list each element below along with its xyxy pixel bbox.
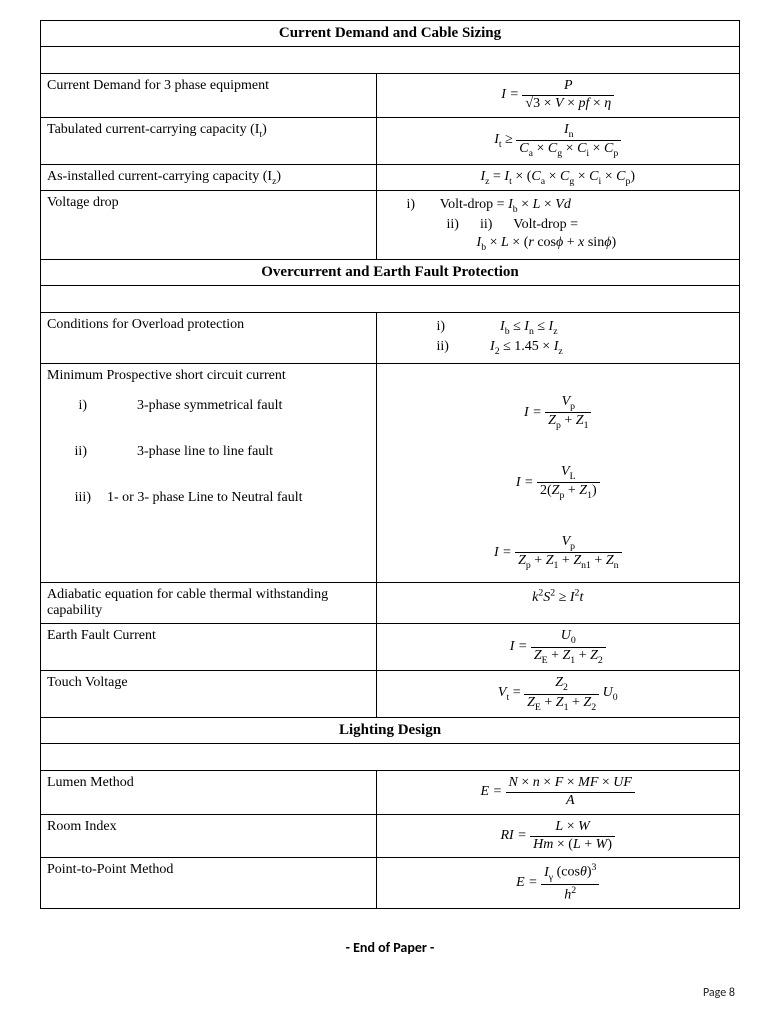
- numerator: VL: [537, 464, 600, 484]
- prefix2: ii): [480, 217, 510, 233]
- sub-label: 1- or 3- phase Line to Neutral fault: [101, 490, 307, 506]
- formula-lhs: I =: [494, 545, 512, 561]
- formula-lhs: RI =: [501, 828, 527, 844]
- fraction: In Ca × Cg × Ci × Cp: [516, 122, 621, 160]
- prefix: ii): [447, 217, 477, 233]
- denominator: Zp + Z1 + Zn1 + Zn: [515, 553, 621, 572]
- formula-tail: U0: [603, 685, 618, 703]
- fraction: P √3 × V × pf × η: [522, 78, 614, 113]
- formula-inline: Ib ≤ In ≤ Iz: [500, 319, 558, 334]
- formula-lhs: I =: [516, 475, 534, 491]
- row-label: Adiabatic equation for cable thermal wit…: [41, 582, 377, 623]
- fraction: Vp Zp + Z1: [545, 394, 591, 432]
- row-formula: i) Volt-drop = Ib × L × Vd ii) ii) Volt-…: [376, 191, 739, 260]
- denominator: ZE + Z1 + Z2: [524, 695, 599, 714]
- numerator: P: [522, 78, 614, 96]
- section-header-3: Lighting Design: [41, 718, 740, 744]
- page-number: Page 8: [40, 986, 740, 1000]
- blank-row: [41, 286, 740, 313]
- row-formula: RI = L × W Hm × (L + W): [376, 814, 739, 858]
- numerator: Vp: [545, 394, 591, 414]
- denominator: A: [506, 793, 635, 810]
- row-label: Conditions for Overload protection: [41, 313, 377, 364]
- fraction: Z2 ZE + Z1 + Z2: [524, 675, 599, 713]
- row-label-title: Minimum Prospective short circuit curren…: [47, 368, 370, 384]
- row-formula: k2S2 ≥ I2t: [376, 582, 739, 623]
- formula-lhs: I =: [501, 87, 519, 103]
- formula-lhs: E =: [516, 875, 538, 891]
- row-formula: I = U0 ZE + Z1 + Z2: [376, 623, 739, 670]
- row-formula: I = P √3 × V × pf × η: [376, 74, 739, 118]
- fraction: Iγ (cosθ)3 h2: [541, 862, 599, 904]
- end-of-paper: - End of Paper -: [40, 939, 740, 956]
- row-label: Minimum Prospective short circuit curren…: [41, 363, 377, 582]
- prefix: i): [407, 197, 437, 213]
- formula-inline: I2 ≤ 1.45 × Iz: [490, 339, 563, 354]
- formula-lhs: E =: [481, 784, 503, 800]
- denominator: 2(Zp + Z1): [537, 483, 600, 502]
- row-formula: Iz = It × (Ca × Cg × Ci × Cp): [376, 164, 739, 191]
- section-header-2: Overcurrent and Earth Fault Protection: [41, 260, 740, 286]
- row-label: Earth Fault Current: [41, 623, 377, 670]
- fraction: VL 2(Zp + Z1): [537, 464, 600, 502]
- sub-label: 3-phase line to line fault: [97, 444, 273, 460]
- prefix: ii): [437, 339, 487, 355]
- row-formula: Vt = Z2 ZE + Z1 + Z2 U0: [376, 671, 739, 718]
- row-label: Point-to-Point Method: [41, 858, 377, 909]
- numerator: Z2: [524, 675, 599, 695]
- fraction: L × W Hm × (L + W): [530, 819, 615, 854]
- formula-top: Volt-drop =: [513, 217, 578, 232]
- row-label: Tabulated current-carrying capacity (It): [41, 117, 377, 164]
- row-label: Voltage drop: [41, 191, 377, 260]
- section-header-1: Current Demand and Cable Sizing: [41, 21, 740, 47]
- denominator: Zp + Z1: [545, 413, 591, 432]
- formula-lhs: I =: [524, 405, 542, 421]
- row-label: Touch Voltage: [41, 671, 377, 718]
- denominator: Hm × (L + W): [530, 837, 615, 854]
- row-formula: I = Vp Zp + Z1 I = VL 2(Zp + Z1) I = Vp …: [376, 363, 739, 582]
- row-formula: E = N × n × F × MF × UF A: [376, 771, 739, 815]
- blank-row: [41, 47, 740, 74]
- denominator: ZE + Z1 + Z2: [531, 648, 606, 667]
- numerator: U0: [531, 628, 606, 648]
- sub-label: 3-phase symmetrical fault: [97, 398, 282, 414]
- fraction: U0 ZE + Z1 + Z2: [531, 628, 606, 666]
- row-label: As-installed current-carrying capacity (…: [41, 164, 377, 191]
- formula-inline: k2S2 ≥ I2t: [532, 590, 583, 605]
- prefix: i): [437, 319, 497, 335]
- fraction: N × n × F × MF × UF A: [506, 775, 635, 810]
- row-formula: It ≥ In Ca × Cg × Ci × Cp: [376, 117, 739, 164]
- numerator: L × W: [530, 819, 615, 837]
- formula-table: Current Demand and Cable Sizing Current …: [40, 20, 740, 909]
- denominator: h2: [541, 885, 599, 904]
- row-formula: i) Ib ≤ In ≤ Iz ii) I2 ≤ 1.45 × Iz: [376, 313, 739, 364]
- numerator: Iγ (cosθ)3: [541, 862, 599, 884]
- row-formula: E = Iγ (cosθ)3 h2: [376, 858, 739, 909]
- row-label: Current Demand for 3 phase equipment: [41, 74, 377, 118]
- formula-inline: Ib × L × (r cosϕ + x sinϕ): [477, 235, 617, 250]
- row-label: Room Index: [41, 814, 377, 858]
- denominator: Ca × Cg × Ci × Cp: [516, 141, 621, 160]
- fraction: Vp Zp + Z1 + Zn1 + Zn: [515, 534, 621, 572]
- numerator: Vp: [515, 534, 621, 554]
- formula-lhs: It ≥: [494, 132, 513, 150]
- numerator: N × n × F × MF × UF: [506, 775, 635, 793]
- formula-lhs: I =: [510, 639, 528, 655]
- denominator: √3 × V × pf × η: [522, 96, 614, 113]
- formula-lhs: Vt =: [498, 685, 521, 703]
- row-label: Lumen Method: [41, 771, 377, 815]
- formula-inline: Volt-drop = Ib × L × Vd: [440, 197, 571, 212]
- numerator: In: [516, 122, 621, 142]
- formula-inline: Iz = It × (Ca × Cg × Ci × Cp): [480, 169, 635, 184]
- blank-row: [41, 744, 740, 771]
